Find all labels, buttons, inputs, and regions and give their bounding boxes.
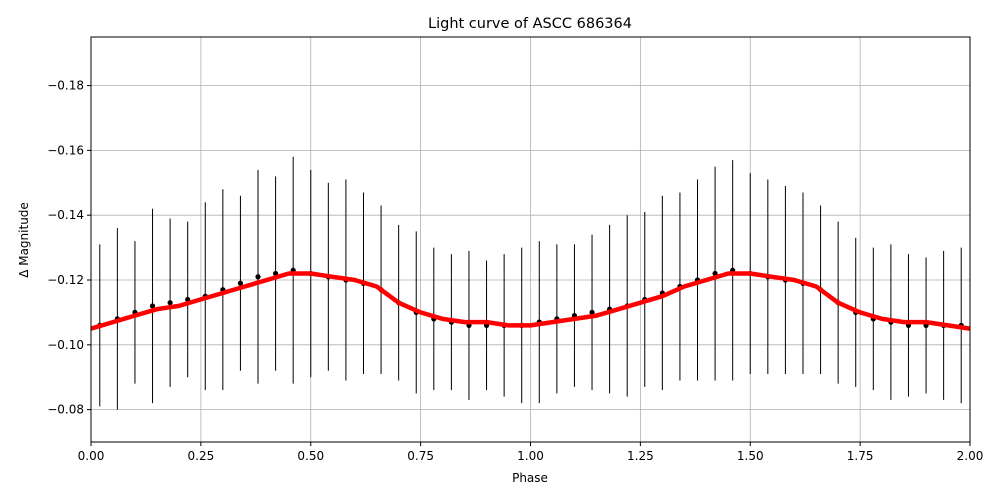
y-tick-label: −0.14 — [47, 208, 84, 222]
x-axis-label: Phase — [512, 471, 548, 485]
y-axis-label: Δ Magnitude — [17, 202, 31, 278]
y-axis-ticks: −0.08 −0.10 −0.12 −0.14 −0.16 −0.18 — [47, 79, 91, 417]
data-point — [589, 309, 595, 315]
x-tick-label: 0.50 — [297, 449, 324, 463]
data-point — [237, 280, 244, 286]
x-tick-label: 1.75 — [847, 449, 874, 463]
y-tick-label: −0.16 — [47, 143, 84, 157]
y-tick-label: −0.08 — [47, 403, 84, 417]
x-tick-label: 0.25 — [188, 449, 215, 463]
x-tick-label: 0.00 — [78, 449, 105, 463]
x-tick-label: 1.00 — [517, 449, 544, 463]
y-tick-label: −0.10 — [47, 338, 84, 352]
series-group — [91, 156, 970, 410]
x-axis-ticks: 0.00 0.25 0.50 0.75 1.00 1.25 1.50 1.75 2.00 — [78, 442, 984, 463]
y-tick-label: −0.18 — [47, 79, 84, 93]
data-point — [255, 274, 261, 280]
model-curve — [91, 271, 970, 331]
plot-area — [90, 36, 971, 443]
y-tick-label: −0.12 — [47, 273, 84, 287]
x-tick-label: 1.25 — [627, 449, 654, 463]
x-tick-label: 2.00 — [957, 449, 984, 463]
x-tick-label: 1.50 — [737, 449, 764, 463]
data-point — [149, 303, 156, 309]
chart-title: Light curve of ASCC 686364 — [428, 16, 632, 32]
data-point — [167, 300, 173, 306]
x-tick-label: 0.75 — [407, 449, 434, 463]
